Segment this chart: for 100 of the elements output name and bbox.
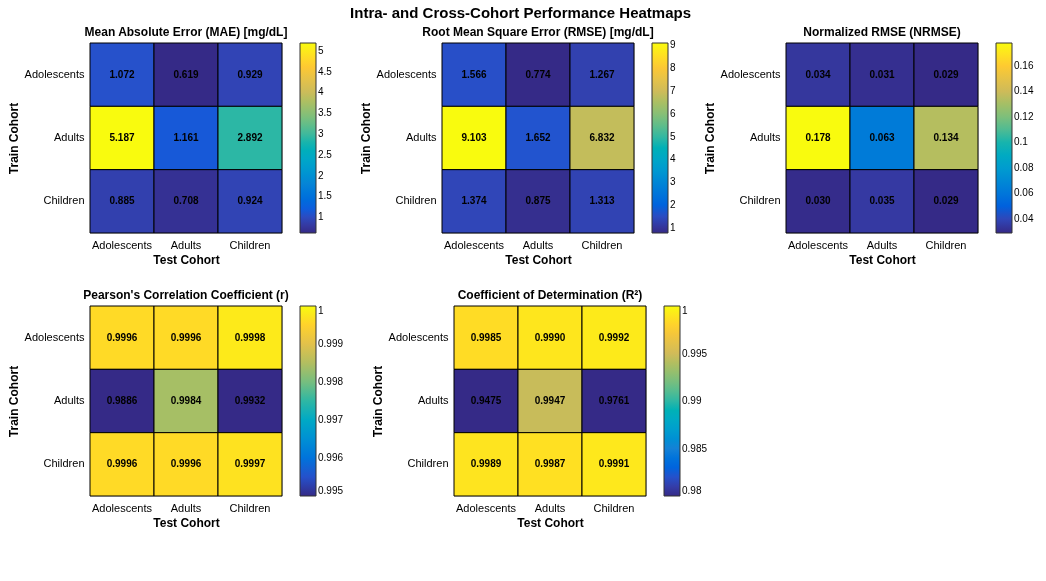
color-bar-label: 0.12 bbox=[1014, 110, 1034, 122]
data-label: 0.9989 bbox=[470, 458, 502, 470]
x-axis-title: Test Cohort bbox=[153, 252, 220, 267]
data-label: 0.9998 bbox=[234, 331, 266, 343]
x-tick-label: Adults bbox=[534, 501, 566, 514]
y-tick-label: Children bbox=[43, 194, 85, 207]
data-label: 0.9761 bbox=[598, 395, 630, 406]
color-bar-label: 0.04 bbox=[1014, 212, 1034, 224]
data-label: 0.9991 bbox=[598, 458, 630, 470]
data-label: 1.267 bbox=[589, 68, 615, 80]
color-bar-label: 0.995 bbox=[318, 485, 344, 496]
y-tick-label: Adolescents bbox=[24, 330, 85, 343]
data-label: 0.9984 bbox=[170, 395, 202, 406]
x-tick-label: Adolescents bbox=[92, 238, 153, 251]
data-label: 0.9987 bbox=[534, 458, 566, 470]
color-bar-label: 1.5 bbox=[318, 190, 333, 202]
x-axis-title: Test Cohort bbox=[153, 515, 220, 530]
y-axis-title: Train Cohort bbox=[6, 365, 21, 438]
y-tick-label: Adults bbox=[53, 394, 85, 406]
x-tick-label: Adolescents bbox=[444, 238, 505, 251]
y-tick-label: Adolescents bbox=[388, 330, 449, 343]
color-bar-label: 1 bbox=[318, 211, 324, 223]
y-tick-label: Adolescents bbox=[376, 67, 437, 80]
color-bar-label: 0.08 bbox=[1014, 161, 1034, 173]
chart-title: Normalized RMSE (NRMSE) bbox=[803, 24, 961, 39]
color-bar-label: 1 bbox=[670, 221, 676, 233]
x-tick-label: Children bbox=[593, 501, 635, 514]
data-label: 0.9985 bbox=[470, 331, 502, 343]
color-bar-label: 3 bbox=[670, 176, 676, 188]
color-bar-label: 9 bbox=[670, 39, 676, 51]
data-label: 0.929 bbox=[237, 68, 263, 80]
y-tick-label: Children bbox=[739, 194, 781, 207]
data-label: 0.031 bbox=[869, 68, 895, 80]
data-label: 0.924 bbox=[237, 195, 263, 207]
data-label: 1.161 bbox=[173, 132, 199, 143]
y-tick-label: Children bbox=[407, 457, 449, 470]
color-bar-label: 0.1 bbox=[1014, 136, 1029, 148]
color-bar-label: 6 bbox=[670, 107, 676, 119]
chart-title: Pearson's Correlation Coefficient (r) bbox=[83, 287, 289, 302]
color-bar-label: 3 bbox=[318, 127, 324, 139]
color-bar-label: 0.999 bbox=[318, 338, 344, 349]
data-label: 6.832 bbox=[589, 132, 615, 143]
data-label: 0.9996 bbox=[170, 458, 202, 470]
color-bar-label: 0.998 bbox=[318, 376, 344, 387]
y-axis-title: Train Cohort bbox=[702, 102, 717, 175]
color-bar-label: 0.16 bbox=[1014, 59, 1034, 71]
y-tick-label: Adolescents bbox=[720, 67, 781, 80]
data-label: 0.030 bbox=[805, 195, 831, 207]
color-bar-label: 5 bbox=[318, 44, 324, 56]
color-bar-label: 5 bbox=[670, 130, 676, 142]
y-tick-label: Children bbox=[43, 457, 85, 470]
y-axis-title: Train Cohort bbox=[358, 102, 373, 175]
x-tick-label: Adults bbox=[866, 238, 898, 251]
x-axis-title: Test Cohort bbox=[849, 252, 916, 267]
color-bar-label: 2 bbox=[318, 169, 324, 181]
data-label: 0.774 bbox=[525, 68, 551, 80]
color-bar-label: 0.997 bbox=[318, 414, 344, 425]
data-label: 0.619 bbox=[173, 68, 199, 80]
y-tick-label: Adults bbox=[749, 131, 781, 143]
x-tick-label: Children bbox=[229, 238, 271, 251]
color-bar-label: 0.14 bbox=[1014, 85, 1034, 97]
chart-title: Coefficient of Determination (R²) bbox=[457, 287, 643, 302]
color-bar-label: 0.99 bbox=[682, 395, 702, 406]
x-tick-label: Adults bbox=[522, 238, 554, 251]
data-label: 1.313 bbox=[589, 195, 615, 207]
x-axis-title: Test Cohort bbox=[505, 252, 572, 267]
x-tick-label: Adolescents bbox=[92, 501, 153, 514]
data-label: 0.9886 bbox=[106, 395, 138, 406]
y-tick-label: Adults bbox=[405, 131, 437, 143]
data-label: 2.892 bbox=[237, 132, 263, 143]
color-bar-label: 0.996 bbox=[318, 452, 344, 463]
data-label: 0.9992 bbox=[598, 331, 630, 343]
x-axis-title: Test Cohort bbox=[517, 515, 584, 530]
data-label: 0.029 bbox=[933, 68, 959, 80]
data-label: 0.875 bbox=[525, 195, 551, 207]
y-tick-label: Adults bbox=[417, 394, 449, 406]
color-bar-label: 4 bbox=[670, 153, 676, 165]
x-tick-label: Children bbox=[581, 238, 623, 251]
color-bar-label: 1 bbox=[682, 305, 688, 316]
y-axis-title: Train Cohort bbox=[6, 102, 21, 175]
color-bar-label: 4 bbox=[318, 86, 324, 98]
data-label: 0.9997 bbox=[234, 458, 266, 470]
data-label: 0.708 bbox=[173, 195, 199, 207]
data-label: 1.374 bbox=[461, 195, 487, 207]
y-tick-label: Adolescents bbox=[24, 67, 85, 80]
x-tick-label: Adolescents bbox=[456, 501, 517, 514]
data-label: 0.9475 bbox=[470, 395, 502, 406]
color-bar-label: 2.5 bbox=[318, 148, 333, 160]
data-label: 0.885 bbox=[109, 195, 135, 207]
text: Intra- and Cross-Cohort Performance Heatmaps bbox=[350, 4, 691, 21]
data-label: 0.9996 bbox=[106, 331, 138, 343]
color-bar-label: 2 bbox=[670, 199, 676, 211]
data-label: 1.072 bbox=[109, 68, 135, 80]
data-label: 1.566 bbox=[461, 68, 487, 80]
data-label: 0.178 bbox=[805, 132, 831, 143]
y-tick-label: Adults bbox=[53, 131, 85, 143]
color-bar-label: 3.5 bbox=[318, 107, 333, 119]
data-label: 0.063 bbox=[869, 132, 895, 143]
data-label: 0.134 bbox=[933, 132, 959, 143]
x-tick-label: Adolescents bbox=[788, 238, 849, 251]
